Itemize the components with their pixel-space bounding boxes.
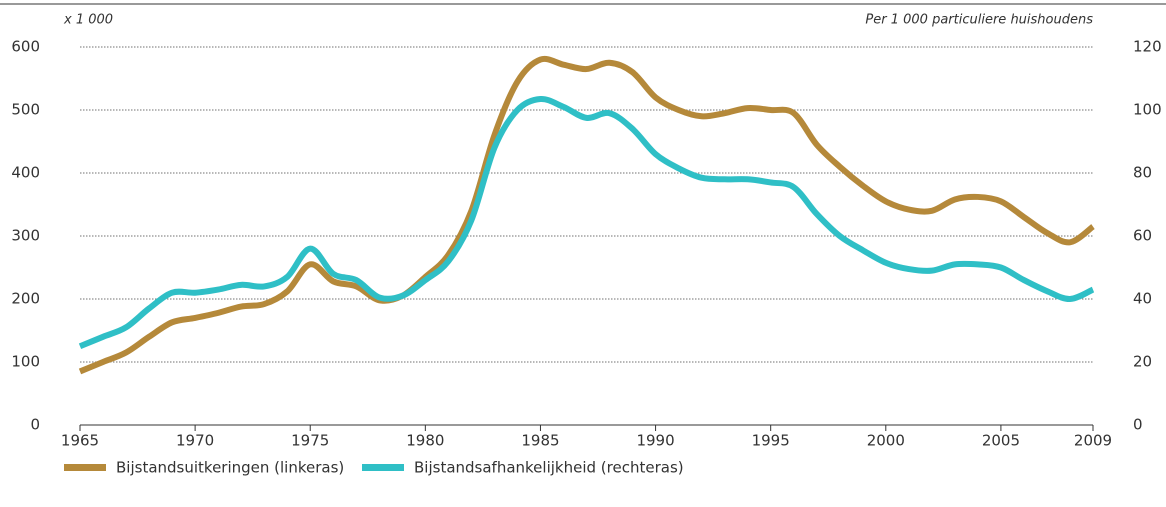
y-tick-label: 300	[11, 227, 40, 245]
y2-axis-label: Per 1 000 particuliere huishoudens	[865, 13, 1093, 28]
legend-swatch	[64, 464, 106, 471]
y2-tick-label: 20	[1133, 353, 1152, 371]
x-tick-label: 1975	[291, 432, 329, 450]
x-tick-label: 1980	[406, 432, 444, 450]
x-tick-label: 2000	[867, 432, 905, 450]
x-tick-label: 1985	[521, 432, 559, 450]
series-line	[78, 95, 1095, 350]
y-tick-label: 200	[11, 290, 40, 308]
y2-tick-label: 80	[1133, 164, 1152, 182]
y2-tick-label: 40	[1133, 290, 1152, 308]
y-tick-label: 100	[11, 353, 40, 371]
x-tick-label: 1970	[176, 432, 214, 450]
legend-swatch	[362, 464, 404, 471]
y2-tick-label: 100	[1133, 101, 1162, 119]
y2-tick-label: 120	[1133, 38, 1162, 56]
y-tick-label: 500	[11, 101, 40, 119]
legend-label: Bijstandsuitkeringen (linkeras)	[116, 459, 344, 477]
y-tick-label: 600	[11, 38, 40, 56]
x-tick-label: 1965	[61, 432, 99, 450]
y-axis-label: x 1 000	[63, 13, 113, 28]
x-tick-label: 2009	[1074, 432, 1112, 450]
series-line	[78, 55, 1095, 375]
y2-tick-label: 60	[1133, 227, 1152, 245]
y-tick-label: 0	[30, 416, 40, 434]
y2-tick-label: 0	[1133, 416, 1143, 434]
x-tick-label: 1995	[752, 432, 790, 450]
legend-label: Bijstandsafhankelijkheid (rechteras)	[414, 459, 684, 477]
y-tick-label: 400	[11, 164, 40, 182]
x-tick-label: 2005	[982, 432, 1020, 450]
x-tick-label: 1990	[636, 432, 674, 450]
